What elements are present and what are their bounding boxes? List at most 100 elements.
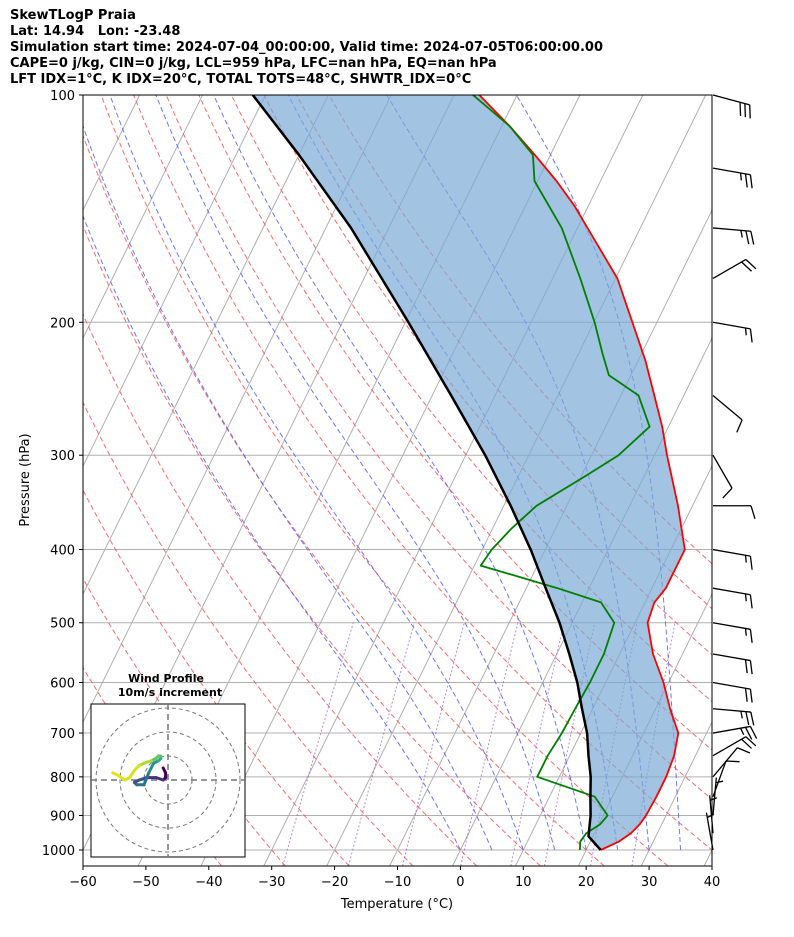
cin-shading [252,95,685,850]
wind-barb-flag [749,726,758,739]
hodograph-segment [111,771,120,777]
isotherm-gridline [703,848,712,866]
wind-barb-staff [712,736,747,757]
dry-adiabat [83,134,605,866]
wind-barb-staff [712,548,751,557]
wind-barb [712,708,755,726]
wind-barb-flag [749,594,753,609]
x-tick-label: 10 [515,875,532,890]
wind-barb-flag [750,711,755,726]
wind-barb-flag [741,738,752,749]
wind-barb-half-flag [744,555,747,563]
wind-barb [709,795,718,834]
wind-barb-flag [745,711,750,726]
isotherm-gridline [0,95,77,866]
wind-barb-flag [750,231,755,245]
wind-barb-flag [750,505,756,519]
y-tick-label: 800 [50,771,75,786]
wind-barb [712,760,740,797]
wind-barb [712,681,753,703]
wind-barb-flag [749,660,753,675]
y-tick-label: 200 [50,316,75,331]
x-tick-label: −10 [384,875,411,890]
wind-barb-staff [712,725,751,734]
x-tick-label: 20 [578,875,595,890]
y-tick-label: 300 [50,449,75,464]
wind-barb-flag [749,556,753,570]
dry-adiabat [83,313,478,866]
wind-barb-staff [712,681,751,690]
inset-subtitle: 10m/s increment [118,686,222,699]
wind-barb-half-flag [715,780,724,784]
wind-barb-flag [745,736,757,747]
isotherm-gridline [0,95,14,866]
wind-barb-flag [744,173,748,188]
wind-barb-half-flag [739,727,745,736]
wind-barb-staff [712,258,747,280]
wind-barb-flag [744,688,748,702]
wind-barb-flag [744,727,753,740]
isotherm-gridline [83,95,266,468]
wind-barb-flag [736,419,743,433]
x-tick-label: −60 [69,875,96,890]
wind-barb-staff [712,653,751,662]
y-tick-label: 1000 [42,844,75,859]
dry-adiabat [133,95,712,851]
dry-adiabat [83,401,414,866]
wind-barb-flag [749,174,753,189]
x-tick-label: −40 [195,875,222,890]
mixing-ratio-line [460,622,519,866]
y-tick-label: 500 [50,617,75,632]
wind-barb-half-flag [740,230,743,238]
wind-barb [713,505,756,519]
wind-barb-staff [712,777,717,816]
wind-barb [712,321,753,343]
wind-barb-flag [749,629,753,643]
wind-barb [712,736,757,757]
dry-adiabat [83,224,541,866]
wind-barb [712,94,751,119]
dewpoint-profile-line [472,95,651,851]
mixing-ratio-line [402,622,465,866]
wind-barb-staff [712,454,733,489]
wind-profile-inset: Wind Profile 10m/s increment [90,672,246,858]
wind-barb-half-flag [744,628,747,636]
y-tick-label: 400 [50,544,75,559]
wind-barb-staff [712,321,751,330]
y-tick-label: 100 [50,89,75,104]
x-tick-label: 30 [641,875,658,890]
y-tick-label: 900 [50,809,75,824]
moist-adiabat [83,214,461,851]
y-axis-label: Pressure (hPa) [18,433,33,526]
wind-barb-staff [712,708,751,713]
wind-barb [712,725,758,740]
wind-barb-half-flag [706,813,715,819]
isotherm-gridline [83,95,203,340]
wind-barb-flag [745,230,750,245]
parcel-profile-line [251,95,602,851]
inset-title: Wind Profile [128,672,204,685]
chart-title: SkewTLogP Praia [10,8,136,23]
convective-indices-text: CAPE=0 j/kg, CIN=0 j/kg, LCL=959 hPa, LF… [10,56,497,71]
wind-barb-flag [725,760,740,763]
wind-barb-flag [749,689,753,703]
wind-barb-flag [745,259,757,270]
wind-barb-staff [712,94,750,106]
x-tick-label: −50 [132,875,159,890]
mixing-ratio-line [543,622,596,866]
wind-barb-flag [749,328,753,343]
location-text: Lat: 14.94 Lon: -23.48 [10,24,181,39]
wind-barb-staff [709,795,714,834]
wind-barb [712,548,753,570]
wind-barb [712,653,753,675]
wind-barb-flag [722,487,733,499]
mixing-ratio-line [510,622,565,866]
mixing-ratio-line [348,622,415,866]
wind-barb [712,394,743,433]
wind-barb-flag [744,659,748,674]
isotherm-gridline [83,95,329,596]
temperature-profile-line [478,95,686,851]
wind-barb [712,587,753,609]
wind-barb-flag [741,261,752,272]
